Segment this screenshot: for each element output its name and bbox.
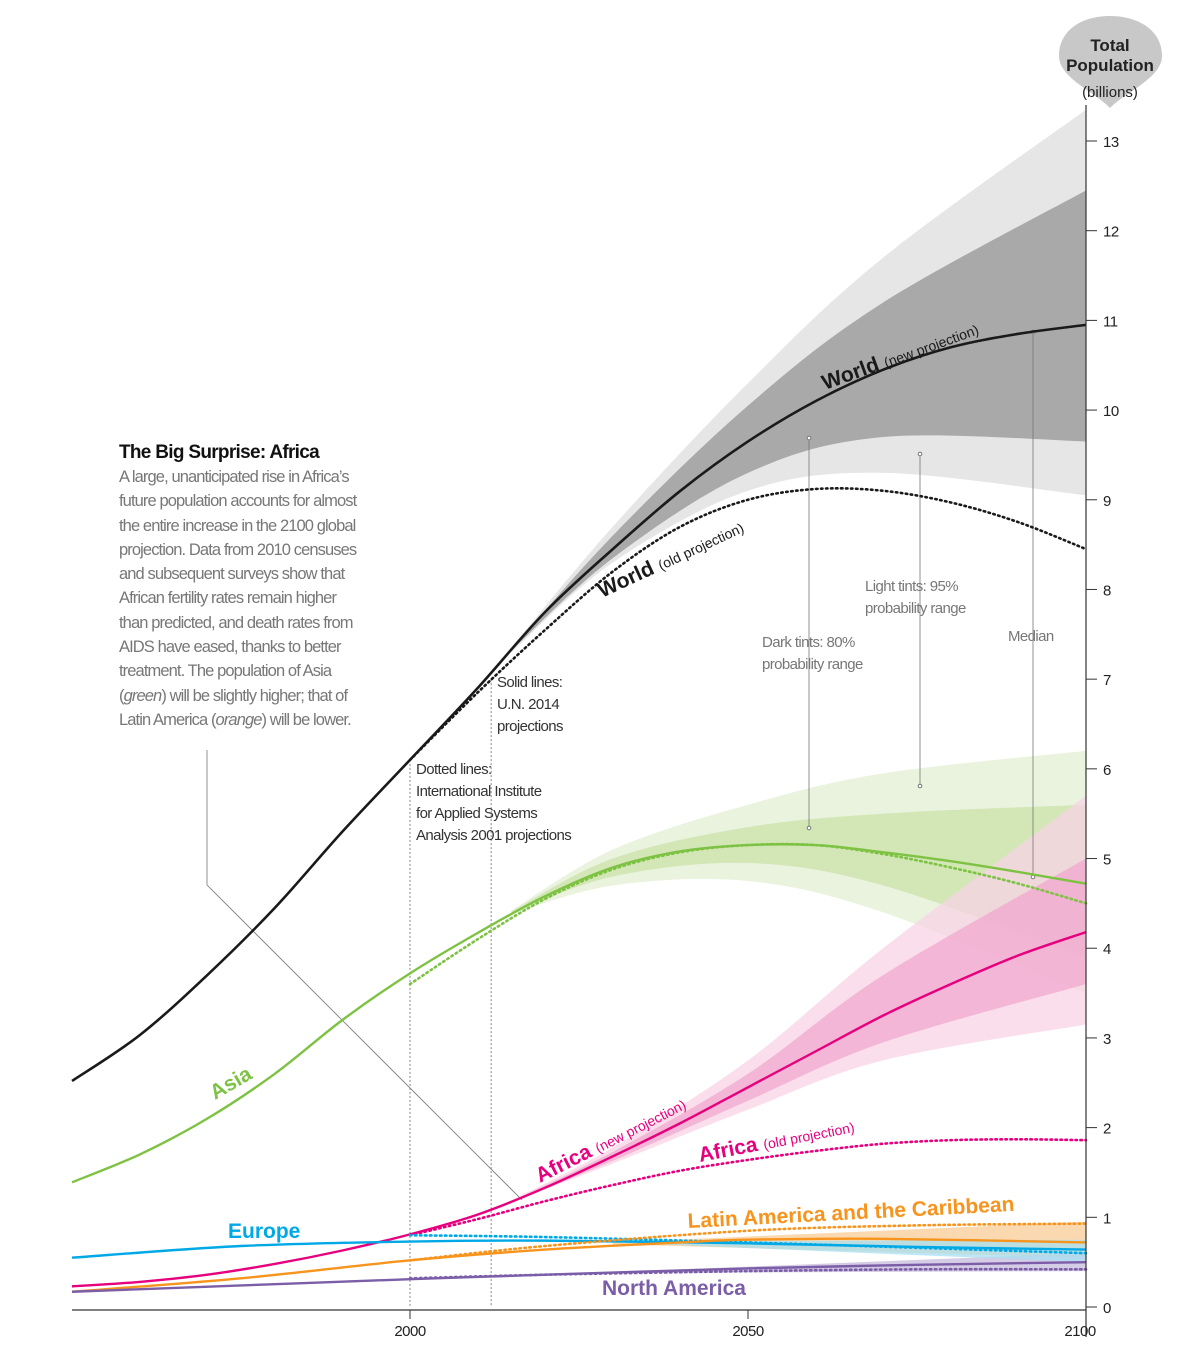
- note-line: probability range: [762, 656, 863, 673]
- asia-label: Asia: [206, 1062, 256, 1104]
- leader-dot: [917, 783, 923, 789]
- y-tick-label: 4: [1103, 941, 1111, 958]
- namerica-line-dotted: [408, 1267, 1088, 1280]
- annotation-median: Median: [1008, 628, 1054, 645]
- sidebar-line: and subsequent surveys show that: [119, 565, 345, 584]
- world-line-dotted: [408, 487, 1088, 762]
- text-part: (: [119, 686, 124, 705]
- x-tick-label: 2100: [1064, 1323, 1096, 1340]
- y-tick-label: 6: [1103, 762, 1111, 779]
- y-tick-label: 8: [1103, 582, 1111, 599]
- y-tick-label: 13: [1103, 134, 1119, 151]
- sidebar-line: African fertility rates remain higher: [119, 589, 337, 608]
- series-name: Asia: [206, 1062, 256, 1104]
- leader-dot: [806, 825, 812, 831]
- y-tick-label: 10: [1103, 403, 1119, 420]
- annotation-light-tints: Light tints: 95% probability range: [865, 578, 967, 617]
- leader-dot: [917, 451, 923, 457]
- annotation-guides: [206, 329, 1036, 1307]
- y-tick-label: 0: [1103, 1300, 1111, 1317]
- sidebar-title: The Big Surprise: Africa: [119, 442, 320, 463]
- europe-label: Europe: [228, 1220, 300, 1243]
- annotation-solid: Solid lines: U.N. 2014 projections: [497, 674, 564, 735]
- sidebar-line: AIDS have eased, thanks to better: [119, 638, 342, 657]
- sidebar-line: (green) will be slightly higher; that of: [119, 684, 389, 708]
- series-qualifier: (old projection): [656, 520, 747, 574]
- text-part: ) will be slightly higher; that of: [161, 686, 348, 705]
- y-tick-label: 2: [1103, 1121, 1111, 1138]
- y-tick-label: 12: [1103, 224, 1119, 241]
- leader-dot: [806, 435, 812, 441]
- series-lines: [71, 323, 1088, 1293]
- sidebar-note: The Big Surprise: Africa A large, unanti…: [119, 441, 389, 732]
- asia-line-dotted: [408, 842, 1088, 986]
- note-line: for Applied Systems: [416, 805, 537, 822]
- x-tick-label: 2050: [732, 1323, 764, 1340]
- series-name: North America: [602, 1277, 746, 1300]
- text-part: green: [123, 686, 163, 705]
- y-tick-label: 1: [1103, 1210, 1111, 1227]
- europe-line-dotted: [408, 1233, 1088, 1255]
- text-part: Latin America (: [119, 710, 216, 729]
- y-tick-label: 5: [1103, 852, 1111, 869]
- africa-label: Africa (old projection): [697, 1114, 857, 1167]
- world-band-80pct: [511, 190, 1086, 651]
- text-part: ) will be lower.: [261, 710, 352, 729]
- note-line: Analysis 2001 projections: [416, 827, 571, 844]
- sidebar-line: A large, unanticipated rise in Africa’s: [119, 468, 350, 486]
- axis-title-bubble: Total Population (billions): [1059, 16, 1162, 108]
- y-tick-label: 7: [1103, 672, 1111, 689]
- sidebar-line: the entire increase in the 2100 global: [119, 516, 356, 535]
- axis-title-line3: (billions): [1082, 84, 1138, 101]
- note-line: Light tints: 95%: [865, 578, 958, 595]
- annotation-dark-tints: Dark tints: 80% probability range: [762, 634, 864, 673]
- axis-title-line1: Total: [1090, 36, 1129, 55]
- note-line: U.N. 2014: [497, 696, 559, 713]
- africa-band-80pct: [511, 858, 1086, 1203]
- sidebar-leader: [206, 750, 523, 1201]
- annotation-dotted: Dotted lines: International Institute fo…: [416, 761, 572, 844]
- note-line: International Institute: [416, 783, 542, 800]
- world-line-solid: [71, 323, 1087, 1083]
- note-line: Dotted lines:: [416, 761, 492, 778]
- latam-line-solid: [71, 1237, 1087, 1293]
- asia-line-solid: [71, 843, 1087, 1184]
- note-line: Solid lines:: [497, 674, 562, 691]
- y-tick-label: 11: [1103, 313, 1118, 330]
- asia-band-80pct: [511, 804, 1086, 958]
- note-line: Dark tints: 80%: [762, 634, 855, 651]
- series-name: Europe: [228, 1220, 300, 1243]
- sidebar-line: than predicted, and death rates from: [119, 613, 354, 632]
- x-tick-label: 2000: [394, 1323, 426, 1340]
- sidebar-line: Latin America (orange) will be lower.: [119, 708, 389, 732]
- europe-band-95pct: [612, 1239, 1086, 1263]
- sidebar-line: treatment. The population of Asia: [119, 662, 332, 681]
- namerica-label: North America: [602, 1277, 746, 1300]
- probability-bands: [511, 109, 1086, 1273]
- sidebar-line: future population accounts for almost: [119, 492, 357, 511]
- y-tick-label: 9: [1103, 493, 1111, 510]
- note-line: probability range: [865, 600, 966, 617]
- y-tick-label: 3: [1103, 1031, 1111, 1048]
- text-part: orange: [215, 710, 263, 729]
- africa-line-solid: [71, 930, 1087, 1288]
- note-line: projections: [497, 718, 563, 735]
- latam-line-dotted: [408, 1222, 1088, 1262]
- axis-title-line2: Population: [1066, 56, 1154, 75]
- africa-line-dotted: [408, 1137, 1088, 1237]
- sidebar-line: projection. Data from 2010 censuses: [119, 540, 357, 559]
